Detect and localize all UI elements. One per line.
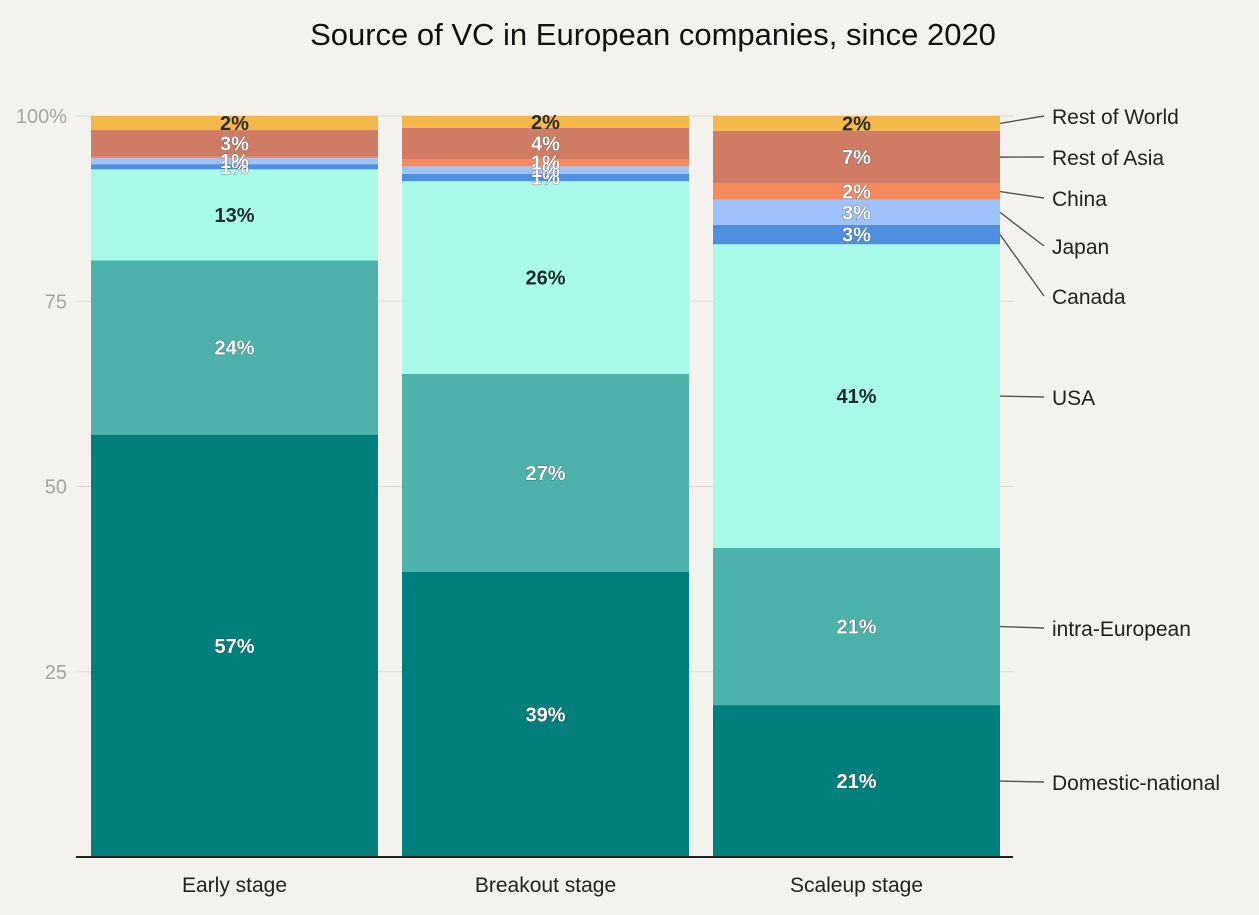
y-tick-label: 100% — [16, 106, 67, 128]
segment-label-rest-of-world-scaleup-stage: 2% — [842, 113, 871, 135]
segment-label-japan-scaleup-stage: 3% — [842, 202, 871, 224]
bar-segment-canada-early-stage — [91, 164, 378, 170]
legend-leader-domestic-national — [999, 780, 1045, 783]
bar-segment-usa-scaleup-stage — [713, 244, 1000, 549]
y-axis-ticks: 25 50 75 100% — [16, 106, 67, 684]
segment-label-canada-breakout-stage: 1% — [531, 168, 560, 190]
category-label-scaleup-stage: Scaleup stage — [790, 874, 923, 897]
bar-segment-china-early-stage — [91, 156, 378, 159]
legend-leader-usa — [999, 395, 1045, 398]
segment-label-canada-early-stage: 1% — [220, 157, 249, 179]
segment-label-domestic-national-scaleup-stage: 21% — [836, 771, 876, 793]
legend-leader-rest-of-world — [999, 115, 1045, 125]
bar-segment-rest-of-world-early-stage — [91, 116, 378, 131]
segment-label-rest-of-world-early-stage: 2% — [220, 113, 249, 135]
y-tick-label: 50 — [45, 477, 67, 499]
bar-segment-japan-breakout-stage — [402, 166, 689, 174]
y-tick-label: 25 — [45, 662, 67, 684]
segment-label-rest-of-world-breakout-stage: 2% — [531, 112, 560, 134]
legend-label-rest-of-world: Rest of World — [1052, 106, 1179, 129]
bar-segment-rest-of-asia-early-stage — [91, 130, 378, 157]
legend-label-intra-european: intra-European — [1052, 618, 1191, 641]
bars — [91, 116, 1000, 857]
y-tick-label: 75 — [45, 291, 67, 313]
legend-label-china: China — [1052, 188, 1107, 211]
legend-leader-japan — [999, 211, 1045, 247]
segment-label-canada-scaleup-stage: 3% — [842, 225, 871, 247]
segment-label-usa-breakout-stage: 26% — [525, 268, 565, 290]
segment-label-rest-of-asia-early-stage: 3% — [220, 133, 249, 155]
bar-segment-rest-of-world-scaleup-stage — [713, 116, 1000, 131]
bar-segment-rest-of-world-breakout-stage — [402, 116, 689, 128]
legend-label-rest-of-asia: Rest of Asia — [1052, 147, 1164, 170]
segment-label-japan-early-stage: 1% — [220, 151, 249, 173]
bar-segment-japan-early-stage — [91, 158, 378, 165]
legend-label-usa: USA — [1052, 387, 1095, 410]
segment-label-japan-breakout-stage: 1% — [531, 160, 560, 182]
segment-label-china-scaleup-stage: 2% — [842, 182, 871, 204]
legend-callouts: Domestic-national intra-European USA Canada… — [999, 106, 1220, 795]
bar-segment-china-breakout-stage — [402, 158, 689, 167]
segment-labels: 57%24%13%1%1%3%2%39%27%26%1%1%1%4%2%21%2… — [214, 112, 877, 793]
segment-label-rest-of-asia-breakout-stage: 4% — [531, 133, 560, 155]
x-axis-categories: Early stage Breakout stage Scaleup stage — [182, 874, 923, 897]
legend-label-japan: Japan — [1052, 236, 1109, 259]
legend-leader-intra-european — [999, 625, 1045, 629]
bar-segment-japan-scaleup-stage — [713, 199, 1000, 225]
segment-label-rest-of-asia-scaleup-stage: 7% — [842, 147, 871, 169]
segment-label-intra-european-breakout-stage: 27% — [525, 463, 565, 485]
bar-segment-canada-breakout-stage — [402, 173, 689, 182]
legend-label-domestic-national: Domestic-national — [1052, 772, 1220, 795]
bar-segment-domestic-national-early-stage — [91, 434, 378, 857]
segment-label-china-breakout-stage: 1% — [531, 153, 560, 175]
legend-leader-china — [999, 190, 1045, 199]
bar-segment-intra-european-early-stage — [91, 260, 378, 435]
bar-segment-usa-breakout-stage — [402, 181, 689, 374]
bar-segment-domestic-national-scaleup-stage — [713, 705, 1000, 857]
bar-segment-usa-early-stage — [91, 169, 378, 261]
bar-segment-canada-scaleup-stage — [713, 224, 1000, 245]
segment-label-domestic-national-early-stage: 57% — [214, 636, 254, 658]
bar-segment-rest-of-asia-scaleup-stage — [713, 130, 1000, 184]
bar-segment-intra-european-breakout-stage — [402, 373, 689, 572]
bar-segment-domestic-national-breakout-stage — [402, 571, 689, 857]
segment-label-usa-scaleup-stage: 41% — [836, 386, 876, 408]
legend-label-canada: Canada — [1052, 286, 1126, 309]
bar-segment-intra-european-scaleup-stage — [713, 548, 1000, 706]
chart-title: Source of VC in European companies, sinc… — [310, 17, 996, 52]
segment-label-usa-early-stage: 13% — [214, 205, 254, 227]
category-label-breakout-stage: Breakout stage — [475, 874, 616, 897]
segment-label-intra-european-scaleup-stage: 21% — [836, 617, 876, 639]
bar-segment-china-scaleup-stage — [713, 183, 1000, 200]
segment-label-intra-european-early-stage: 24% — [214, 338, 254, 360]
bar-segment-rest-of-asia-breakout-stage — [402, 127, 689, 159]
legend-leader-canada — [999, 234, 1045, 297]
category-label-early-stage: Early stage — [182, 874, 287, 897]
segment-label-domestic-national-breakout-stage: 39% — [525, 704, 565, 726]
